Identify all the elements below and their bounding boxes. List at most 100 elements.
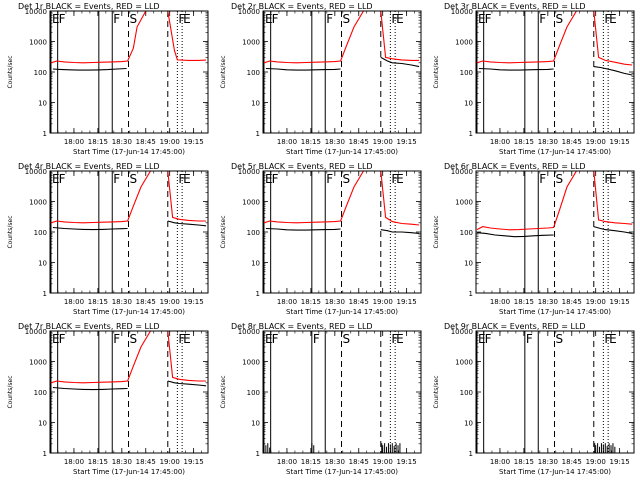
marker-label: E	[265, 12, 273, 26]
panel-det-1: Det 1r BLACK = Events, RED = LLD Counts/s…	[7, 2, 209, 156]
y-tick-label: 1	[256, 130, 260, 138]
x-tick-label: 18:15	[514, 458, 534, 466]
marker-label: F	[326, 172, 333, 186]
panel-title: Det 8r BLACK = Events, RED = LLD	[231, 322, 373, 331]
marker-label: E	[265, 172, 273, 186]
panel-title: Det 2r BLACK = Events, RED = LLD	[231, 2, 373, 11]
plot-area	[476, 331, 616, 453]
x-tick-label: 18:45	[136, 138, 156, 146]
panel-title: Det 6r BLACK = Events, RED = LLD	[444, 162, 586, 171]
marker-label: F	[113, 12, 120, 26]
panel-title: Det 4r BLACK = Events, RED = LLD	[18, 162, 160, 171]
marker-label: F	[272, 12, 279, 26]
marker-label: S	[556, 12, 564, 26]
y-tick-label: 10000	[238, 328, 260, 336]
y-axis-label: Counts/sec	[220, 375, 227, 408]
plot-area	[476, 171, 633, 293]
x-axis-label: Start Time (17-Jun-14 17:45:00)	[286, 308, 398, 316]
y-tick-label: 1	[256, 450, 260, 458]
marker-label: E	[183, 12, 191, 26]
plot-frame	[49, 170, 209, 294]
y-tick-label: 1000	[455, 199, 473, 207]
x-axis-label: Start Time (17-Jun-14 17:45:00)	[73, 148, 185, 156]
marker-label: F	[526, 332, 533, 346]
x-tick-label: 18:15	[301, 138, 321, 146]
y-tick-label: 1	[469, 290, 473, 298]
marker-label: F	[178, 12, 185, 26]
x-tick-label: 18:00	[64, 458, 84, 466]
marker-label: F	[313, 332, 320, 346]
y-tick-label: 10	[38, 420, 47, 428]
marker-label: F	[272, 332, 279, 346]
y-tick-label: 100	[34, 69, 47, 77]
x-tick-label: 18:30	[112, 458, 132, 466]
marker-label: F	[391, 332, 398, 346]
panel-det-6: Det 6r BLACK = Events, RED = LLD Counts/s…	[433, 162, 635, 316]
x-tick-label: 18:00	[490, 298, 510, 306]
marker-label: F	[391, 12, 398, 26]
y-tick-label: 10000	[451, 328, 473, 336]
marker-label: E	[52, 12, 60, 26]
series-events-line	[265, 67, 341, 71]
marker-label: F	[604, 172, 611, 186]
y-axis-label: Counts/sec	[220, 55, 227, 88]
marker-label: E	[52, 332, 60, 346]
y-axis-label: Counts/sec	[220, 215, 227, 248]
y-tick-label: 1000	[29, 39, 47, 47]
x-tick-label: 18:45	[562, 298, 582, 306]
marker-label: S	[556, 172, 564, 186]
marker-label: F	[604, 12, 611, 26]
x-tick-label: 18:00	[64, 298, 84, 306]
y-tick-label: 10000	[451, 168, 473, 176]
marker-label: E	[478, 332, 486, 346]
x-tick-label: 18:00	[277, 458, 297, 466]
marker-label: F	[113, 172, 120, 186]
plot-area	[50, 331, 207, 453]
series-events-line	[380, 56, 420, 68]
y-axis-label: Counts/sec	[433, 215, 440, 248]
marker-label: F	[113, 332, 120, 346]
x-tick-label: 19:15	[610, 298, 630, 306]
x-tick-label: 19:00	[586, 458, 606, 466]
series-events-line	[265, 227, 341, 231]
x-tick-label: 19:15	[397, 138, 417, 146]
series-events-line	[52, 386, 128, 391]
marker-label: E	[609, 172, 617, 186]
series-events-line	[478, 67, 554, 71]
x-axis-label: Start Time (17-Jun-14 17:45:00)	[73, 468, 185, 476]
x-tick-label: 18:30	[325, 138, 345, 146]
marker-label: F	[485, 12, 492, 26]
marker-label: F	[539, 12, 546, 26]
panel-det-3: Det 3r BLACK = Events, RED = LLD Counts/s…	[433, 2, 635, 156]
marker-label: E	[396, 12, 404, 26]
y-axis-label: Counts/sec	[7, 375, 14, 408]
x-tick-label: 18:15	[514, 138, 534, 146]
plot-area	[476, 11, 633, 133]
y-tick-label: 10	[251, 100, 260, 108]
y-tick-label: 100	[247, 389, 260, 397]
series-lld-line	[263, 11, 420, 64]
x-axis-label: Start Time (17-Jun-14 17:45:00)	[286, 148, 398, 156]
y-tick-label: 1	[43, 450, 47, 458]
x-tick-label: 19:00	[160, 298, 180, 306]
y-tick-label: 10	[38, 260, 47, 268]
y-tick-label: 1000	[455, 39, 473, 47]
y-tick-label: 10000	[451, 8, 473, 16]
marker-label: F	[178, 332, 185, 346]
series-lld-line	[50, 171, 207, 224]
series-events-line	[167, 220, 207, 227]
x-tick-label: 18:45	[562, 138, 582, 146]
marker-label: S	[130, 12, 138, 26]
panel-det-4: Det 4r BLACK = Events, RED = LLD Counts/s…	[7, 162, 209, 316]
plot-frame	[475, 10, 635, 134]
series-lld-line	[50, 11, 207, 64]
y-tick-label: 10000	[25, 328, 47, 336]
x-tick-label: 19:15	[610, 138, 630, 146]
x-axis-label: Start Time (17-Jun-14 17:45:00)	[499, 468, 611, 476]
x-tick-label: 18:15	[514, 298, 534, 306]
series-events-line	[593, 66, 633, 76]
y-tick-label: 100	[34, 229, 47, 237]
panel-title: Det 5r BLACK = Events, RED = LLD	[231, 162, 373, 171]
marker-label: F	[485, 332, 492, 346]
y-tick-label: 100	[460, 69, 473, 77]
